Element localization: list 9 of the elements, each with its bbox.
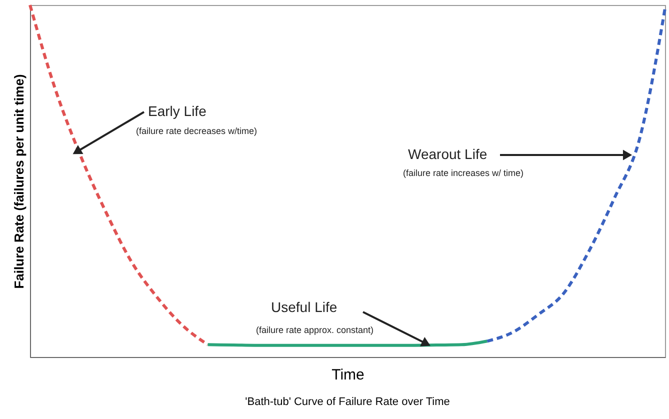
annotation: (failure rate approx. constant) [256,325,374,335]
annotation: Useful Life [271,299,338,315]
y-axis-title: Failure Rate (failures per unit time) [12,74,26,289]
annotation: Early Life [148,103,207,119]
annotation: (failure rate increases w/ time) [403,168,524,178]
annotation: (failure rate decreases w/time) [136,126,258,136]
annotation: Wearout Life [408,146,488,162]
text: 'Bath-tub' Curve of Failure Rate over Time [245,396,450,408]
x-axis-title: Time [332,366,364,384]
